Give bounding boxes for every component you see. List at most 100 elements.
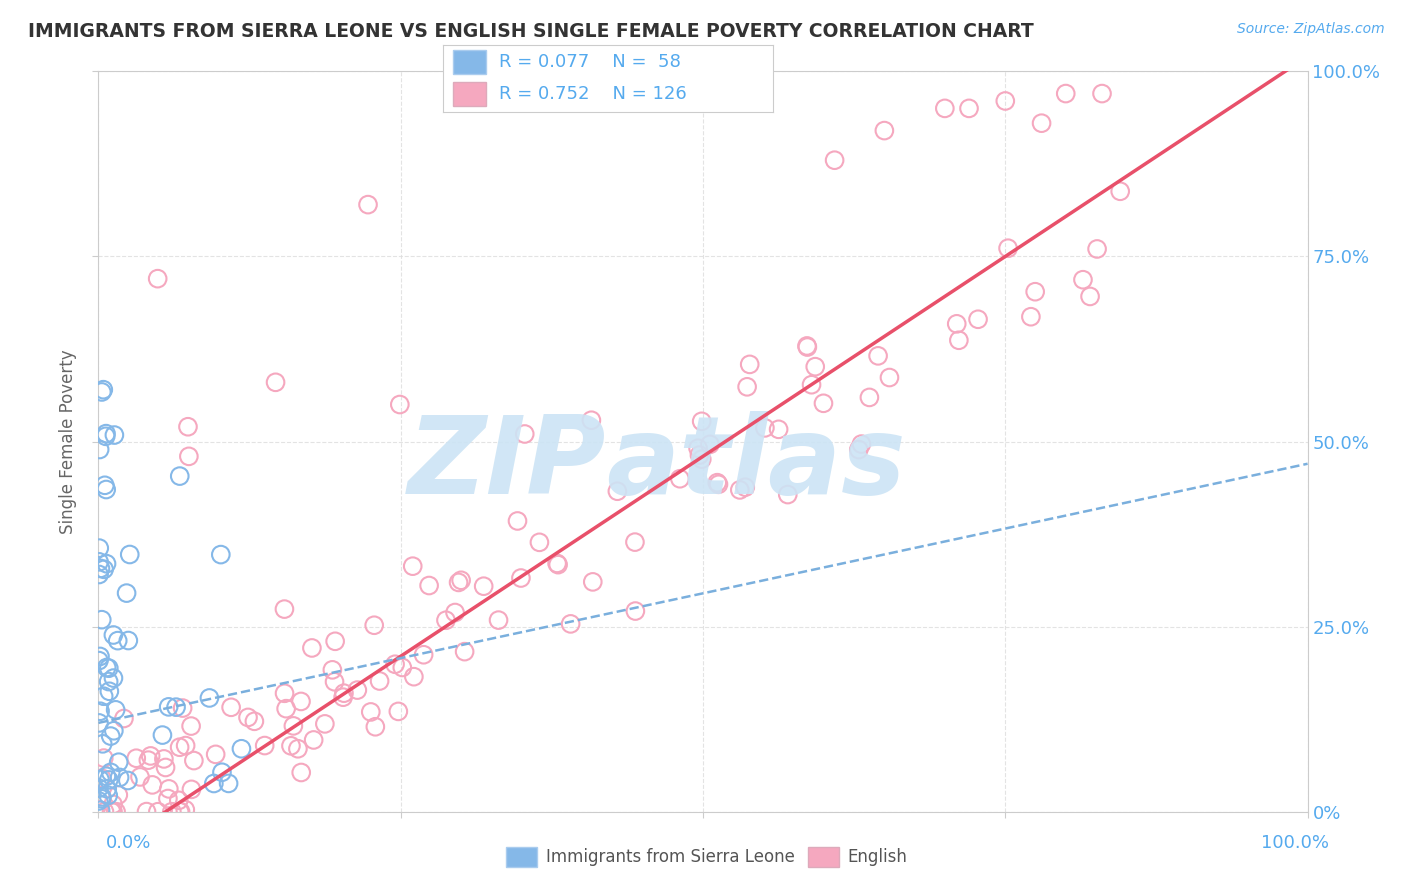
Point bbox=[146, 271, 169, 285]
Point bbox=[117, 633, 139, 648]
Point bbox=[314, 717, 336, 731]
Point bbox=[967, 312, 990, 326]
Point bbox=[141, 778, 163, 792]
FancyBboxPatch shape bbox=[453, 50, 486, 74]
Point bbox=[800, 377, 823, 392]
Point bbox=[253, 739, 276, 753]
Point bbox=[824, 153, 846, 168]
Text: English: English bbox=[848, 848, 908, 866]
Point bbox=[100, 765, 122, 780]
Point bbox=[169, 740, 191, 755]
Point bbox=[384, 657, 406, 672]
Point bbox=[101, 805, 124, 819]
Point bbox=[155, 760, 177, 774]
Point bbox=[174, 739, 197, 753]
Text: IMMIGRANTS FROM SIERRA LEONE VS ENGLISH SINGLE FEMALE POVERTY CORRELATION CHART: IMMIGRANTS FROM SIERRA LEONE VS ENGLISH … bbox=[28, 22, 1033, 41]
Point bbox=[90, 803, 112, 817]
Point bbox=[103, 671, 125, 685]
Point bbox=[934, 102, 956, 116]
Point bbox=[90, 771, 112, 785]
Point bbox=[169, 469, 191, 483]
Point bbox=[87, 781, 110, 796]
Point bbox=[94, 429, 117, 443]
Point bbox=[105, 805, 128, 819]
Point bbox=[290, 765, 312, 780]
Point bbox=[160, 805, 183, 819]
Point bbox=[1085, 242, 1108, 256]
Text: atlas: atlas bbox=[606, 410, 905, 516]
Point bbox=[138, 753, 160, 767]
Point bbox=[412, 648, 434, 662]
Point bbox=[472, 579, 495, 593]
Point bbox=[280, 739, 302, 753]
Point bbox=[87, 567, 110, 582]
Point bbox=[91, 383, 114, 397]
Point bbox=[96, 483, 118, 497]
Point bbox=[180, 782, 202, 797]
Point bbox=[180, 719, 202, 733]
Point bbox=[686, 441, 709, 455]
Point bbox=[209, 548, 232, 562]
Point bbox=[813, 396, 835, 410]
Point bbox=[104, 703, 127, 717]
Point bbox=[290, 694, 312, 708]
Point bbox=[321, 663, 343, 677]
Text: ZIP: ZIP bbox=[408, 410, 606, 516]
Point bbox=[93, 562, 115, 576]
Point bbox=[506, 514, 529, 528]
Point bbox=[177, 450, 200, 464]
Point bbox=[100, 729, 122, 743]
Point bbox=[156, 791, 179, 805]
Point bbox=[107, 633, 129, 648]
Point bbox=[560, 616, 582, 631]
Text: 100.0%: 100.0% bbox=[1261, 834, 1329, 852]
Point bbox=[152, 728, 174, 742]
Point bbox=[89, 649, 111, 664]
Point bbox=[848, 442, 870, 457]
Point bbox=[363, 618, 385, 632]
Point bbox=[945, 317, 967, 331]
Point bbox=[283, 719, 305, 733]
Point bbox=[1109, 184, 1132, 198]
Point bbox=[165, 700, 187, 714]
Point bbox=[87, 794, 110, 808]
Point bbox=[103, 723, 125, 738]
Point bbox=[997, 241, 1019, 255]
Point bbox=[444, 606, 467, 620]
Point bbox=[97, 772, 120, 787]
Point bbox=[391, 660, 413, 674]
Point bbox=[368, 673, 391, 688]
Point bbox=[89, 772, 111, 787]
Point bbox=[157, 699, 180, 714]
Point bbox=[96, 660, 118, 674]
Point bbox=[734, 480, 756, 494]
Point bbox=[346, 683, 368, 698]
Point bbox=[89, 541, 111, 555]
Point bbox=[582, 574, 605, 589]
Point bbox=[97, 661, 120, 675]
Point bbox=[243, 714, 266, 729]
Point bbox=[1071, 273, 1094, 287]
Point bbox=[169, 805, 191, 819]
Point bbox=[236, 710, 259, 724]
Point bbox=[96, 769, 118, 783]
Point bbox=[87, 715, 110, 730]
Point bbox=[103, 628, 125, 642]
Point bbox=[125, 751, 148, 765]
Point bbox=[333, 686, 356, 700]
Point bbox=[172, 701, 194, 715]
Point bbox=[690, 452, 713, 467]
Point bbox=[796, 340, 818, 354]
Point bbox=[167, 793, 190, 807]
Point bbox=[204, 747, 226, 762]
Point bbox=[198, 690, 221, 705]
Point bbox=[957, 102, 980, 116]
Point bbox=[387, 705, 409, 719]
Point bbox=[707, 477, 730, 491]
Point bbox=[169, 805, 191, 819]
Text: Source: ZipAtlas.com: Source: ZipAtlas.com bbox=[1237, 22, 1385, 37]
Point bbox=[90, 613, 112, 627]
Point bbox=[90, 384, 112, 399]
Point bbox=[264, 376, 287, 390]
Y-axis label: Single Female Poverty: Single Female Poverty bbox=[59, 350, 77, 533]
